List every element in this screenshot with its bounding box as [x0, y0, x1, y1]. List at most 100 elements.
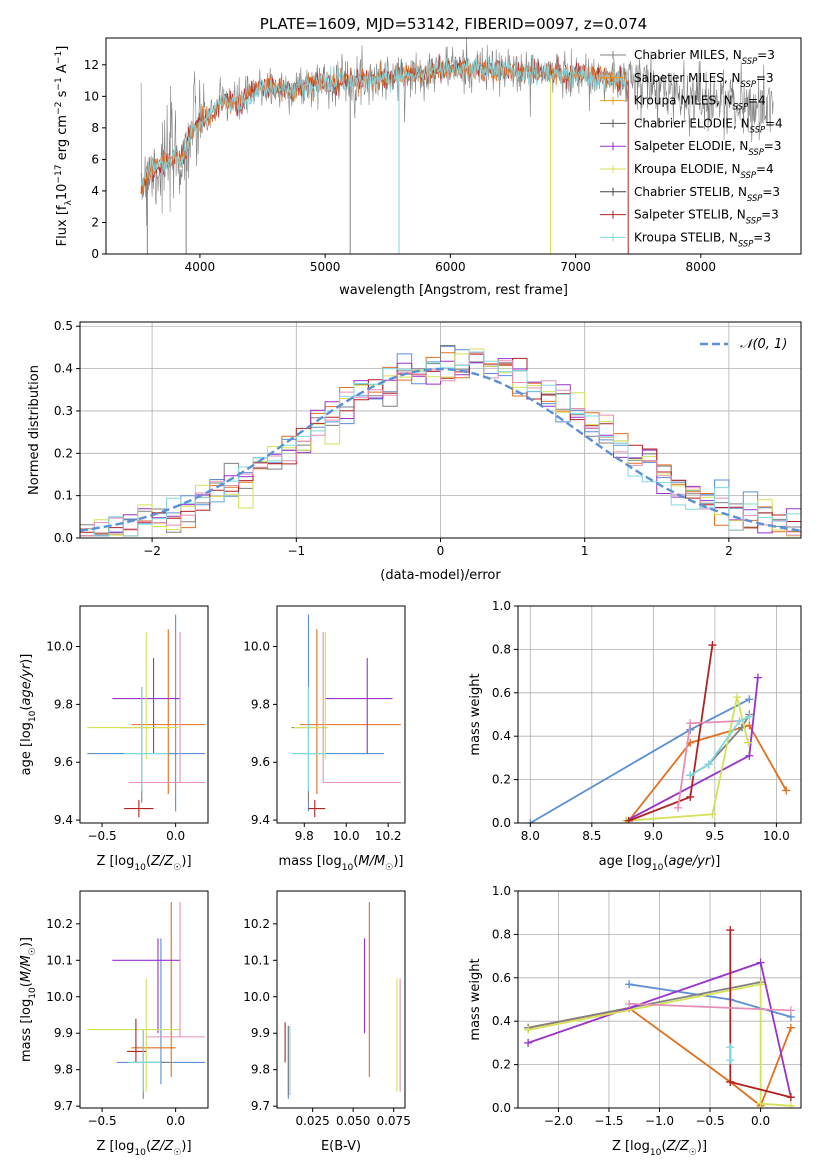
x-axis-label: mass [log10(M/M☉)] — [279, 854, 404, 873]
z-mass-panel: −0.5 0.0 9.7 9.8 9.9 10.0 10.1 10.2 Z [log10(Z/Z… — [19, 890, 209, 1158]
y-tick-label: 0.8 — [492, 927, 511, 941]
weight-series — [622, 673, 762, 823]
x-tick-label: 0.050 — [336, 1114, 370, 1128]
errorbars — [87, 901, 206, 1099]
weight-marker — [786, 1006, 795, 1015]
weight-marker — [726, 1077, 735, 1086]
y-axis-label: mass weight — [468, 673, 483, 755]
y-tick-label: 0.3 — [54, 404, 73, 418]
y-axis-label: age [log10(age/yr)] — [19, 654, 38, 776]
weight-marker — [756, 1099, 765, 1108]
y-tick-label: 10.0 — [46, 990, 73, 1004]
x-tick-label: 8.5 — [582, 829, 601, 843]
x-tick-label: 4000 — [185, 260, 216, 274]
weight-marker — [745, 695, 754, 704]
y-tick-label: 10.2 — [46, 917, 73, 931]
data-point — [87, 978, 181, 1092]
weight-marker — [745, 751, 754, 760]
legend-entry: 𝒩(0, 1) — [740, 337, 787, 352]
y-tick-label: 0.2 — [492, 1058, 511, 1072]
weight-marker — [786, 1101, 795, 1108]
x-tick-label: 5000 — [310, 260, 341, 274]
gaussian-curve — [80, 367, 801, 532]
weight-line — [626, 696, 749, 822]
x-tick-label: −2.0 — [544, 1114, 573, 1128]
y-tick-label: 0.4 — [492, 1014, 511, 1028]
data-point — [131, 1029, 169, 1099]
x-tick-label: −1 — [287, 544, 305, 558]
legend-entry: Kroupa STELIB, NSSP=3 — [634, 230, 771, 248]
y-tick-label: 1.0 — [492, 599, 511, 613]
spectrum-model-line — [140, 53, 629, 187]
y-tick-label: 9.6 — [251, 755, 270, 769]
weight-line — [629, 1002, 791, 1012]
x-tick-label: 9.8 — [295, 829, 314, 843]
data-point — [124, 687, 169, 792]
y-tick-label: 8 — [91, 121, 99, 135]
weight-marker — [756, 980, 765, 989]
y-tick-label: 10.1 — [46, 953, 73, 967]
x-tick-label: −0.5 — [87, 1114, 116, 1128]
y-tick-label: 0 — [91, 247, 99, 261]
data-point — [322, 632, 401, 784]
data-point — [293, 632, 328, 760]
axes-frame — [517, 605, 802, 824]
weight-marker — [726, 1043, 735, 1052]
y-tick-label: 10.0 — [46, 640, 73, 654]
chart-title: PLATE=1609, MJD=53142, FIBERID=0097, z=0… — [260, 15, 647, 33]
x-axis-label: E(B-V) — [321, 1139, 361, 1154]
x-tick-label: 0.025 — [295, 1114, 329, 1128]
weight-line — [627, 724, 787, 822]
legend-entry: Salpeter ELODIE, NSSP=3 — [634, 139, 782, 157]
weight-line — [529, 698, 750, 823]
y-tick-label: 0.4 — [492, 729, 511, 743]
histograms — [80, 345, 801, 537]
x-tick-label: 10.2 — [375, 829, 402, 843]
errorbars — [87, 614, 206, 818]
legend-entry: Kroupa ELODIE, NSSP=4 — [634, 162, 774, 180]
z-weight-panel: −2.0 −1.5 −1.0 −0.5 0.0 0.0 0.2 0.4 0.6 0.8 1.0 Z [… — [468, 884, 802, 1158]
y-tick-label: 0.0 — [492, 816, 511, 830]
weight-marker — [625, 980, 634, 989]
legend-entry: Salpeter MILES, NSSP=3 — [634, 71, 774, 89]
y-axis-label: mass weight — [468, 958, 483, 1040]
data-point — [131, 901, 176, 1077]
weight-lines — [524, 926, 795, 1108]
axes-frame — [105, 37, 802, 255]
x-tick-label: 1 — [581, 544, 589, 558]
x-tick-label: −1.5 — [594, 1114, 623, 1128]
y-tick-label: 9.8 — [251, 697, 270, 711]
y-tick-label: 9.9 — [251, 1026, 270, 1040]
legend-entry: Chabrier ELODIE, NSSP=4 — [634, 116, 783, 134]
y-tick-label: 0.2 — [54, 446, 73, 460]
y-axis-label: Flux [fλ10−17 erg cm−2 s−1 A−1] — [54, 46, 74, 247]
weight-marker — [686, 792, 695, 801]
x-axis-label: age [log10(age/yr)] — [599, 854, 721, 873]
weight-series — [624, 641, 717, 823]
weight-marker — [753, 673, 762, 682]
x-tick-label: 0.075 — [376, 1114, 410, 1128]
weight-marker — [745, 712, 754, 721]
ebv-mass-panel: 0.025 0.050 0.075 9.7 9.8 9.9 10.0 10.1 10.2 E(B-… — [243, 890, 411, 1154]
spectrum-data-line — [140, 38, 774, 227]
x-axis-label: Z [log10(Z/Z☉)] — [612, 1139, 707, 1158]
weight-marker — [726, 926, 735, 935]
data-point — [87, 632, 179, 760]
y-tick-label: 4 — [91, 184, 99, 198]
y-tick-label: 0.2 — [492, 773, 511, 787]
y-tick-label: 9.6 — [54, 755, 73, 769]
data-point — [128, 632, 206, 784]
x-tick-label: 10.0 — [333, 829, 360, 843]
x-tick-label: 9.0 — [644, 829, 663, 843]
weight-marker — [524, 1038, 533, 1047]
weight-marker — [735, 717, 744, 726]
weight-marker — [686, 771, 695, 780]
weight-line — [628, 644, 714, 822]
y-axis-label: mass [log10(M/M☉)] — [19, 937, 38, 1062]
x-tick-label: 9.5 — [705, 829, 724, 843]
axes-frame — [79, 890, 209, 1109]
spectrum-panel: 4000 5000 6000 7000 8000 0 2 4 6 8 10 12 PLATE=1609,… — [54, 15, 802, 298]
errorbars — [284, 901, 401, 1099]
weight-series — [726, 1043, 735, 1065]
x-axis-label: (data-model)/error — [380, 568, 501, 583]
